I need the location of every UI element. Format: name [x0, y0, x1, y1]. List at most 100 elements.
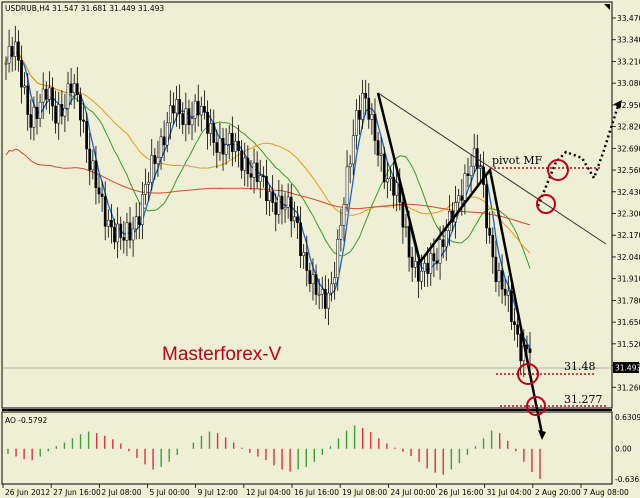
candle-body — [342, 204, 346, 226]
candle-body — [417, 261, 420, 282]
candle-body — [382, 153, 386, 183]
candle-body — [277, 195, 281, 215]
candle-body — [122, 237, 126, 241]
y-tick-label: 32.300 — [617, 210, 640, 219]
candle-body — [20, 60, 23, 88]
candle-body — [4, 62, 8, 65]
candle-body — [243, 157, 247, 171]
candle-body — [258, 175, 262, 182]
y-tick-label: 32.560 — [617, 166, 640, 175]
x-tick-label: 27 Jun 16:00 — [53, 488, 101, 497]
ma-fast-line — [5, 51, 531, 349]
candle-body — [66, 83, 70, 109]
candle-body — [119, 223, 123, 238]
candle-body — [193, 100, 197, 119]
candle-body — [528, 348, 532, 353]
y-tick-label: 33.470 — [617, 14, 640, 23]
x-tick-label: 16 Jul 16:00 — [294, 488, 339, 497]
candle-body — [488, 227, 492, 236]
level-2-label: 31.277 — [564, 393, 603, 406]
candle-body — [190, 118, 194, 126]
candle-body — [125, 222, 129, 241]
candle-body — [339, 224, 343, 240]
candle-body — [460, 195, 464, 201]
candle-body — [283, 207, 287, 210]
circle-level-1 — [517, 363, 539, 385]
candle-body — [330, 283, 333, 294]
candle-body — [296, 216, 299, 224]
chart-shift-marker[interactable] — [604, 4, 610, 10]
y-axis: 33.470 33.340 33.210 33.080 32.950 32.820 32.6… — [612, 14, 640, 392]
candle-body — [134, 216, 138, 230]
candle-body — [75, 83, 79, 95]
y-tick-label: 33.210 — [617, 57, 640, 66]
current-price-label: 31.493 — [615, 364, 640, 373]
candle-body — [370, 114, 374, 120]
candle-body — [355, 110, 358, 136]
candle-body — [392, 176, 395, 196]
candle-body — [79, 94, 82, 121]
y-tick-label: 31.780 — [617, 296, 640, 305]
candle-body — [404, 226, 408, 228]
zigzag-wave-line[interactable] — [376, 92, 544, 435]
candle-body — [91, 160, 95, 171]
candle-body — [410, 256, 414, 268]
candle-body — [317, 293, 321, 296]
y-tick-label: 31.260 — [617, 383, 640, 392]
y-tick-label: 32.950 — [617, 101, 640, 110]
candle-body — [379, 153, 383, 156]
candle-body — [113, 226, 116, 243]
candle-body — [51, 87, 54, 107]
y-tick-label: 32.820 — [617, 123, 640, 132]
candle-body — [336, 239, 340, 278]
candle-body — [485, 184, 488, 229]
brand-watermark: Masterforex-V — [162, 344, 282, 365]
candle-body — [199, 105, 203, 116]
candle-body — [249, 173, 253, 178]
ao-max-label: 0.6309 — [615, 413, 640, 422]
circle-pivot — [547, 159, 569, 181]
x-tick-label: 2 Aug 20:00 — [535, 488, 581, 497]
candle-body — [32, 106, 36, 128]
x-tick-label: 7 Aug 08:00 — [583, 488, 629, 497]
candle-body — [38, 101, 42, 119]
candle-body — [237, 140, 240, 152]
candle-body — [252, 162, 256, 178]
candle-body — [230, 132, 234, 152]
candle-body — [305, 252, 309, 271]
candle-body — [29, 114, 33, 128]
candle-body — [286, 196, 290, 208]
candle-body — [457, 195, 461, 203]
candle-body — [17, 41, 20, 61]
candle-body — [510, 290, 513, 322]
candle-body — [187, 108, 191, 126]
candle-body — [97, 187, 101, 195]
candle-body — [311, 274, 315, 285]
candle-body — [147, 181, 150, 185]
candle-body — [165, 122, 169, 146]
ma-orange-line — [5, 51, 531, 254]
candle-body — [196, 100, 200, 116]
candle-body — [494, 256, 498, 282]
level-1-label: 31.48 — [564, 360, 596, 373]
candle-body — [150, 155, 154, 183]
circle-level-2 — [526, 396, 546, 416]
candle-body — [209, 123, 212, 134]
x-tick-label: 24 Jul 00:00 — [390, 488, 435, 497]
candle-body — [215, 142, 219, 153]
projection-dotted-line[interactable] — [536, 105, 620, 207]
candle-body — [184, 108, 188, 125]
y-tick-label: 32.170 — [617, 231, 640, 240]
x-tick-label: 5 Jul 00:00 — [150, 488, 190, 497]
ao-header: AO -0.5792 — [5, 416, 47, 425]
candle-body — [218, 138, 222, 153]
candle-body — [401, 201, 405, 228]
x-tick-label: 26 Jun 2012 — [5, 488, 50, 497]
candle-body — [162, 136, 166, 146]
candle-body — [159, 136, 163, 158]
candle-body — [308, 270, 312, 285]
candle-body — [23, 85, 26, 88]
